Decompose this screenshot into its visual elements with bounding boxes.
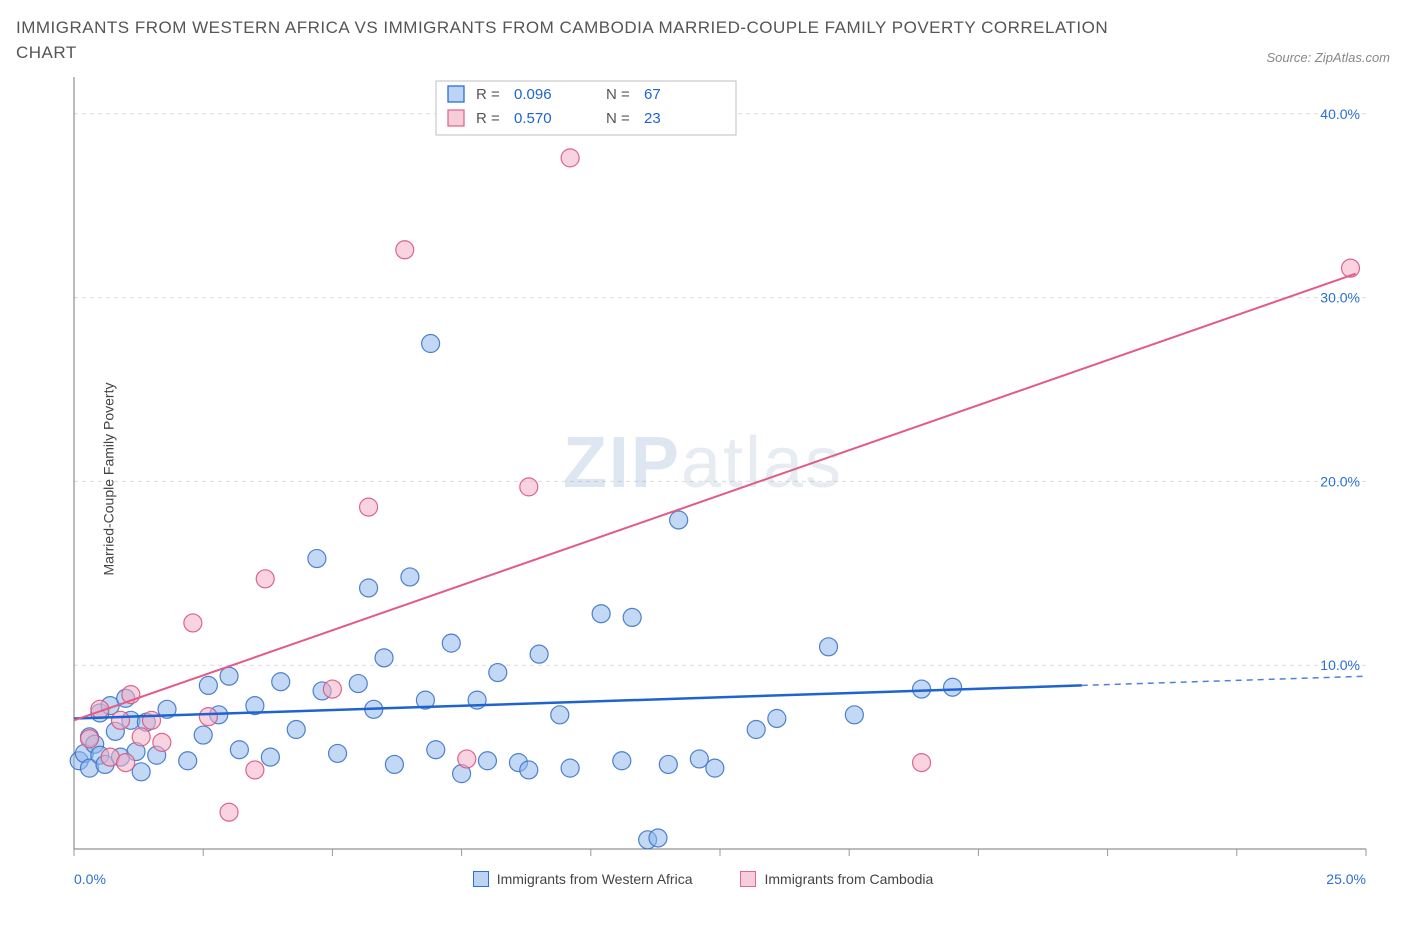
svg-text:10.0%: 10.0% — [1320, 657, 1360, 673]
svg-text:N =: N = — [606, 86, 630, 103]
legend-label-a: Immigrants from Western Africa — [497, 871, 693, 887]
svg-text:67: 67 — [644, 86, 661, 103]
legend-item-series-b: Immigrants from Cambodia — [740, 871, 933, 887]
svg-text:40.0%: 40.0% — [1320, 106, 1360, 122]
x-axis-min-label: 0.0% — [74, 871, 106, 887]
header-row: IMMIGRANTS FROM WESTERN AFRICA VS IMMIGR… — [16, 16, 1390, 65]
svg-text:23: 23 — [644, 110, 661, 127]
legend-item-series-a: Immigrants from Western Africa — [473, 871, 693, 887]
source-label: Source: ZipAtlas.com — [1266, 50, 1390, 65]
bottom-legend: 0.0% Immigrants from Western Africa Immi… — [16, 871, 1390, 887]
svg-text:R =: R = — [476, 86, 500, 103]
svg-text:20.0%: 20.0% — [1320, 474, 1360, 490]
chart-title: IMMIGRANTS FROM WESTERN AFRICA VS IMMIGR… — [16, 16, 1116, 65]
chart-area: Married-Couple Family Poverty ZIPatlas 1… — [16, 69, 1390, 889]
legend-label-b: Immigrants from Cambodia — [764, 871, 933, 887]
svg-text:N =: N = — [606, 110, 630, 127]
x-axis-max-label: 25.0% — [1326, 871, 1366, 887]
y-axis-label: Married-Couple Family Poverty — [100, 383, 116, 576]
svg-text:0.570: 0.570 — [514, 110, 552, 127]
scatter-chart: 10.0% 20.0% 30.0% 40.0% R = 0.096 N = 67 R = 0.57… — [16, 69, 1390, 889]
svg-text:0.096: 0.096 — [514, 86, 552, 103]
legend-swatch-a — [473, 871, 489, 887]
svg-text:R =: R = — [476, 110, 500, 127]
svg-text:30.0%: 30.0% — [1320, 290, 1360, 306]
legend-swatch-b — [740, 871, 756, 887]
